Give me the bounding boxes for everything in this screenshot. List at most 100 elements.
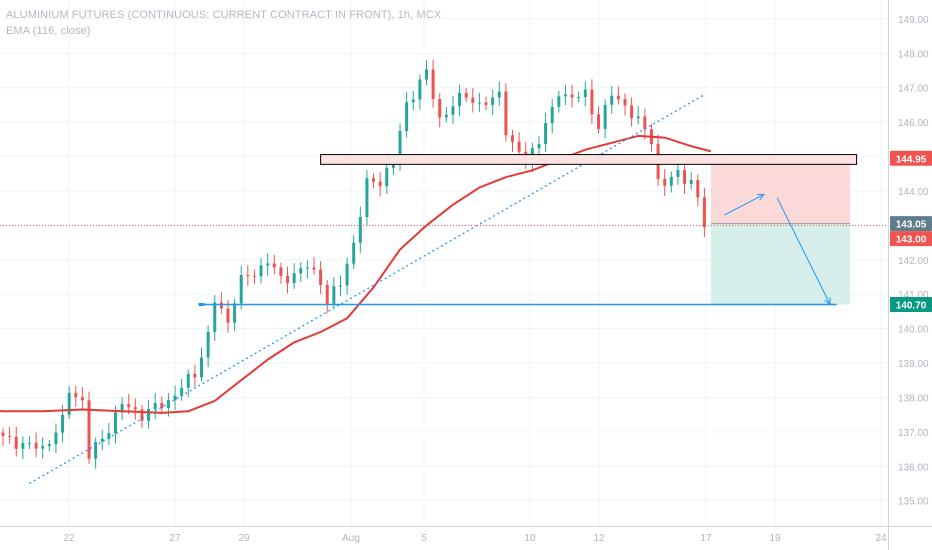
candle-bearish: [140, 409, 144, 421]
candle-bullish: [477, 102, 481, 104]
candle-bullish: [47, 444, 51, 447]
y-tick-label: 141.00: [898, 290, 929, 301]
candle-bearish: [74, 392, 78, 398]
candle-bullish: [107, 433, 111, 439]
candle-bullish: [544, 123, 548, 145]
candle-bullish: [41, 446, 45, 449]
candle-bullish: [610, 95, 614, 105]
y-tick-label: 135.00: [898, 497, 929, 508]
candle-bearish: [630, 105, 634, 119]
x-tick-label: 17: [700, 533, 712, 544]
candle-bearish: [378, 181, 382, 187]
candle-bearish: [279, 267, 283, 276]
annotations: [0, 154, 888, 307]
candle-bullish: [365, 178, 369, 218]
candle-bullish: [405, 102, 409, 131]
candle-bearish: [643, 116, 647, 130]
candle-bearish: [8, 435, 12, 437]
x-tick-label: 22: [63, 533, 75, 544]
candle-bearish: [616, 95, 620, 100]
resistance-price-badge-text: 144.95: [896, 154, 927, 165]
x-tick-label: 19: [769, 533, 781, 544]
grid: [0, 0, 888, 526]
x-tick-label: 12: [593, 533, 605, 544]
take-profit-zone: [711, 223, 850, 305]
candle-bearish: [246, 275, 250, 277]
candle-bearish: [226, 308, 230, 323]
candle-bearish: [702, 197, 706, 228]
candle-bullish: [418, 79, 422, 100]
target-price-badge-text: 140.70: [896, 301, 927, 312]
candle-bullish: [358, 217, 362, 243]
projection-arrow: [724, 193, 765, 216]
y-tick-label: 147.00: [898, 84, 929, 95]
candle-bearish: [87, 400, 91, 459]
projection-arrow-head: [756, 193, 765, 201]
candle-bullish: [213, 302, 217, 332]
candle-bearish: [570, 94, 574, 98]
candle-bullish: [444, 114, 448, 118]
candle-bullish: [61, 414, 65, 433]
y-tick-label: 142.00: [898, 256, 929, 267]
x-tick-label: Aug: [342, 533, 360, 544]
candle-bullish: [27, 442, 31, 444]
ema-line: [0, 134, 712, 414]
candle-bullish: [153, 403, 157, 410]
projection-arrow-head: [824, 297, 831, 306]
y-tick-label: 136.00: [898, 462, 929, 473]
resistance-zone: [320, 154, 858, 165]
current-price-badge: [890, 231, 932, 247]
candle-bullish: [345, 263, 349, 286]
candle-bullish: [180, 387, 184, 396]
indicator-legend: EMA (116, close): [6, 25, 91, 37]
candle-bearish: [517, 141, 521, 152]
candle-bearish: [590, 89, 594, 115]
candle-bearish: [464, 92, 468, 98]
x-tick-label: 29: [238, 533, 250, 544]
target-price-badge: [890, 297, 932, 313]
candle-bullish: [491, 97, 495, 105]
candle-bullish: [21, 443, 25, 449]
candle-bearish: [193, 373, 197, 378]
candle-bullish: [583, 89, 587, 97]
candle-bullish: [292, 273, 296, 284]
candle-bearish: [511, 135, 515, 142]
y-tick-label: 138.00: [898, 393, 929, 404]
candle-bearish: [372, 178, 376, 182]
candle-bearish: [133, 407, 137, 410]
time-axis: 22 27 29 Aug 5 10 12 17 19 24: [0, 526, 932, 544]
candle-bearish: [34, 442, 38, 449]
candle-bullish: [689, 180, 693, 184]
candle-bearish: [272, 263, 276, 268]
ascending-trendline: [29, 94, 705, 485]
x-tick-label: 24: [875, 533, 887, 544]
x-tick-label: 5: [421, 533, 427, 544]
candle-bullish: [94, 441, 98, 459]
candle-bullish: [411, 99, 415, 103]
candle-bullish: [398, 130, 402, 161]
candle-bullish: [147, 409, 151, 421]
candle-bullish: [338, 285, 342, 287]
candle-bearish: [219, 302, 223, 309]
candle-bullish: [305, 267, 309, 269]
candle-bullish: [206, 331, 210, 358]
candle-bearish: [319, 269, 323, 285]
candle-bullish: [186, 373, 190, 388]
projection-arrow: [776, 197, 831, 305]
candle-bullish: [332, 286, 336, 304]
candle-bearish: [623, 99, 627, 106]
candle-bullish: [636, 116, 640, 119]
candle-bullish: [603, 104, 607, 129]
candle-bullish: [676, 170, 680, 177]
candle-bullish: [113, 412, 117, 434]
candlesticks: [1, 59, 706, 469]
resistance-price-badge: [890, 150, 932, 166]
candle-bullish: [537, 144, 541, 149]
candle-bullish: [259, 265, 263, 277]
candle-bullish: [173, 395, 177, 401]
candle-bearish: [431, 69, 435, 100]
candle-bullish: [451, 106, 455, 115]
candle-bullish: [550, 106, 554, 124]
candle-bearish: [471, 97, 475, 103]
